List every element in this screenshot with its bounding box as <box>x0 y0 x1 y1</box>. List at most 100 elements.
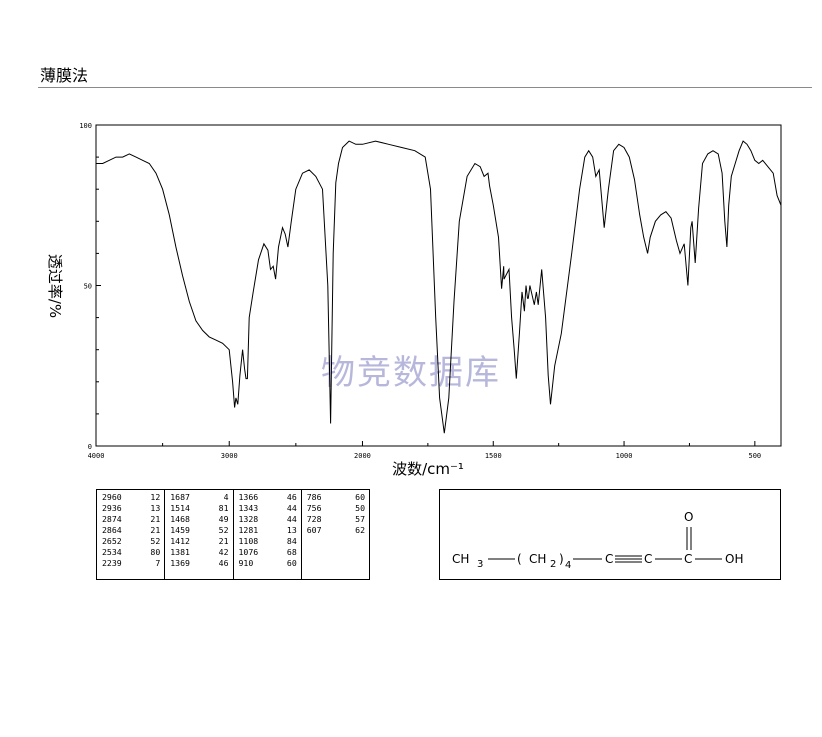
peak-wavenumber: 1108 <box>238 536 259 546</box>
peak-wavenumber: 1412 <box>170 536 190 546</box>
peak-transmittance: 13 <box>150 503 161 513</box>
plot-frame <box>95 124 782 447</box>
peak-wavenumber: 1381 <box>170 547 190 557</box>
peak-transmittance: 21 <box>150 514 161 524</box>
peak-wavenumber: 1687 <box>170 492 190 502</box>
peak-wavenumber: 2936 <box>102 503 122 513</box>
peak-transmittance: 44 <box>286 514 297 524</box>
watermark-text: 物竞数据库 <box>321 353 501 393</box>
peak-table-row: 786 60 <box>307 492 365 503</box>
peak-transmittance: 80 <box>150 547 161 557</box>
peak-table-row: 1343 44 <box>239 503 297 514</box>
peak-transmittance: 49 <box>218 514 229 524</box>
hydroxyl-group: OH <box>725 552 743 566</box>
peak-table-column: 1366 46 1343 44 1328 44 1281 13 1108 84 1076 68 910 6… <box>234 490 302 579</box>
peak-table-row: 1412 21 <box>170 536 228 547</box>
ch3-subscript: 3 <box>477 559 483 570</box>
peak-wavenumber: 1459 <box>170 525 190 535</box>
peak-table-row: 1328 44 <box>239 514 297 525</box>
peak-wavenumber: 1281 <box>238 525 259 535</box>
peak-table-row: 756 50 <box>307 503 365 514</box>
peak-table-row: 607 62 <box>307 525 365 536</box>
peak-transmittance: 60 <box>355 492 365 502</box>
x-tick-label: 2000 <box>354 452 371 460</box>
peak-table-row: 1108 84 <box>239 536 297 547</box>
peak-table-row: 1459 52 <box>170 525 228 536</box>
peak-wavenumber: 1514 <box>170 503 190 513</box>
peak-transmittance: 4 <box>223 492 229 502</box>
peak-table-column: 786 60 756 50 728 57 607 62 <box>302 490 369 579</box>
y-tick-label: 0 <box>88 443 92 451</box>
peak-transmittance: 84 <box>286 536 297 546</box>
peak-transmittance: 21 <box>218 536 229 546</box>
peak-wavenumber: 1343 <box>238 503 259 513</box>
peak-table-row: 2960 12 <box>102 492 160 503</box>
peak-table-row: 1366 46 <box>239 492 297 503</box>
peak-table-row: 2874 21 <box>102 514 160 525</box>
structure-formula: CH 3 ( CH 2 ) 4 C C C O OH <box>439 489 781 580</box>
x-tick-label: 4000 <box>88 452 105 460</box>
peak-transmittance: 44 <box>286 503 297 513</box>
peak-transmittance: 60 <box>286 558 297 568</box>
peak-table-row: 1381 42 <box>170 547 228 558</box>
peak-wavenumber: 1468 <box>170 514 190 524</box>
x-tick-label: 1500 <box>485 452 502 460</box>
peak-table-row: 2936 13 <box>102 503 160 514</box>
peak-table-row: 1369 46 <box>170 558 228 569</box>
peak-wavenumber: 1076 <box>238 547 259 557</box>
peak-transmittance: 12 <box>150 492 161 502</box>
ir-spectrum-chart: 4000 3000 2000 1500 1000 500 0 50 100 物竞数据库 波数/c… <box>46 122 782 478</box>
alkyne-carbon-2: C <box>644 552 652 566</box>
peak-table-row: 2239 7 <box>102 558 160 569</box>
x-tick-label: 1000 <box>616 452 633 460</box>
peak-table-row: 910 60 <box>239 558 297 569</box>
peak-transmittance: 81 <box>218 503 229 513</box>
x-axis-label: 波数/cm⁻¹ <box>392 460 464 478</box>
peak-wavenumber: 607 <box>306 525 322 535</box>
carbonyl-carbon: C <box>684 552 692 566</box>
peak-wavenumber: 2960 <box>102 492 122 502</box>
peak-wavenumber: 910 <box>238 558 254 568</box>
alkyne-carbon-1: C <box>605 552 613 566</box>
peak-transmittance: 7 <box>155 558 161 568</box>
peak-transmittance: 62 <box>355 525 365 535</box>
peak-table-column: 1687 4 1514 81 1468 49 1459 52 1412 21 1381 42 1369 4… <box>165 490 234 579</box>
peak-transmittance: 46 <box>218 558 229 568</box>
peak-table: 2960 12 2936 13 2874 21 2864 21 2652 52 2534 80 2239… <box>96 489 370 580</box>
ch2-subscript: 2 <box>550 559 556 570</box>
paren-close: ) <box>559 552 564 566</box>
x-tick-label: 500 <box>749 452 762 460</box>
peak-table-row: 1281 13 <box>239 525 297 536</box>
peak-wavenumber: 756 <box>306 503 322 513</box>
y-tick-label: 100 <box>79 122 92 130</box>
header-divider <box>38 87 812 88</box>
page-title: 薄膜法 <box>40 66 89 85</box>
peak-transmittance: 52 <box>150 536 161 546</box>
peak-table-row: 1468 49 <box>170 514 228 525</box>
carbonyl-oxygen: O <box>684 510 693 524</box>
paren-open: ( <box>517 552 522 566</box>
peak-transmittance: 21 <box>150 525 161 535</box>
peak-transmittance: 57 <box>355 514 365 524</box>
peak-wavenumber: 2652 <box>102 536 122 546</box>
peak-transmittance: 52 <box>218 525 229 535</box>
peak-wavenumber: 1369 <box>170 558 190 568</box>
ch2-group: CH <box>529 552 546 566</box>
peak-table-row: 728 57 <box>307 514 365 525</box>
peak-wavenumber: 2239 <box>102 558 122 568</box>
peak-table-row: 1076 68 <box>239 547 297 558</box>
peak-table-row: 2864 21 <box>102 525 160 536</box>
y-axis-label: 透过率/% <box>46 254 64 318</box>
repeat-count: 4 <box>565 560 571 571</box>
peak-transmittance: 13 <box>286 525 297 535</box>
x-tick-label: 3000 <box>221 452 238 460</box>
peak-transmittance: 46 <box>286 492 297 502</box>
peak-wavenumber: 2874 <box>102 514 122 524</box>
peak-transmittance: 68 <box>286 547 297 557</box>
peak-transmittance: 50 <box>355 503 365 513</box>
peak-transmittance: 42 <box>218 547 229 557</box>
peak-wavenumber: 1328 <box>238 514 259 524</box>
peak-table-column: 2960 12 2936 13 2874 21 2864 21 2652 52 2534 80 2239… <box>97 490 166 579</box>
ch3-group: CH <box>452 552 469 566</box>
peak-wavenumber: 2534 <box>102 547 122 557</box>
